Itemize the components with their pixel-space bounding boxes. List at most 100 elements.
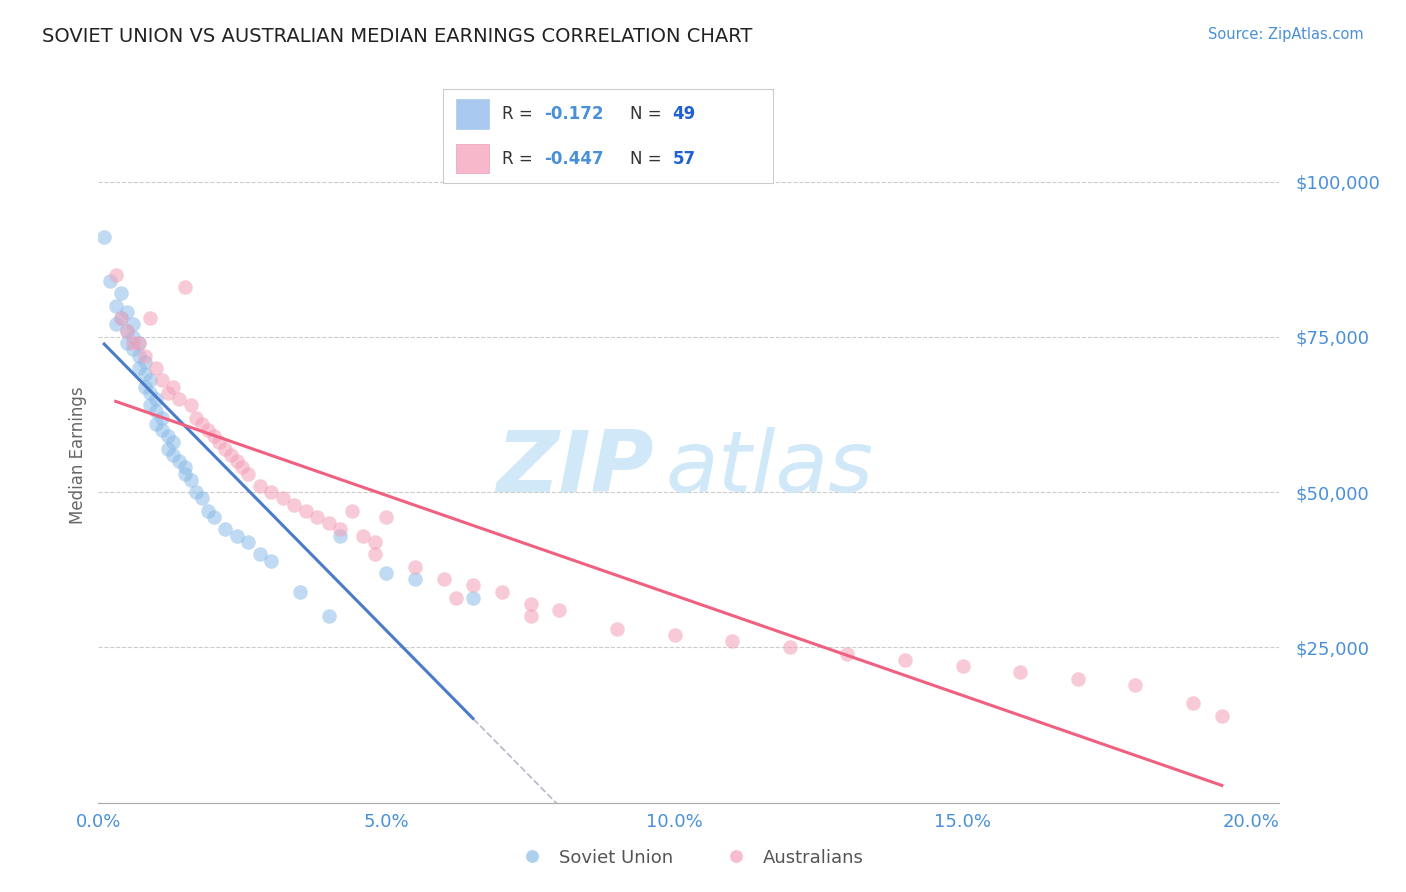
Point <box>191 417 214 431</box>
Point <box>167 392 190 406</box>
Text: SOVIET UNION VS AUSTRALIAN MEDIAN EARNINGS CORRELATION CHART: SOVIET UNION VS AUSTRALIAN MEDIAN EARNIN… <box>42 27 752 45</box>
Point <box>238 534 260 549</box>
Point <box>404 559 426 574</box>
Point <box>260 485 283 500</box>
Point <box>186 485 208 500</box>
Point <box>197 504 219 518</box>
Text: Source: ZipAtlas.com: Source: ZipAtlas.com <box>1208 27 1364 42</box>
Point <box>288 584 311 599</box>
Point <box>150 410 173 425</box>
Point <box>104 318 127 332</box>
Point <box>444 591 467 605</box>
Point <box>837 647 859 661</box>
Point <box>134 355 156 369</box>
Point <box>1182 697 1205 711</box>
Point <box>271 491 294 506</box>
Point <box>1211 708 1233 723</box>
Text: R =: R = <box>502 104 538 122</box>
Point <box>186 410 208 425</box>
Point <box>173 467 195 481</box>
Point <box>145 404 167 418</box>
Point <box>318 609 340 624</box>
Text: -0.172: -0.172 <box>544 104 603 122</box>
Point <box>721 634 744 648</box>
Point <box>375 510 398 524</box>
Point <box>404 572 426 586</box>
Point <box>134 367 156 381</box>
Point <box>249 479 271 493</box>
Point <box>162 435 184 450</box>
Point <box>122 330 145 344</box>
Point <box>139 398 162 412</box>
Point <box>145 360 167 375</box>
Point <box>156 429 179 443</box>
Point <box>128 336 150 351</box>
Point <box>1010 665 1032 680</box>
Point <box>115 324 138 338</box>
Point <box>433 572 456 586</box>
Point <box>180 473 202 487</box>
Bar <box>456 144 489 173</box>
Bar <box>456 98 489 128</box>
Point <box>231 460 253 475</box>
Point <box>375 566 398 580</box>
Point <box>173 460 195 475</box>
Point <box>145 392 167 406</box>
Point <box>491 584 513 599</box>
Point <box>225 529 247 543</box>
Text: -0.447: -0.447 <box>544 150 603 168</box>
Point <box>340 504 363 518</box>
Point <box>519 597 541 611</box>
Point <box>128 349 150 363</box>
Point <box>156 442 179 456</box>
Y-axis label: Median Earnings: Median Earnings <box>69 386 87 524</box>
Point <box>307 510 329 524</box>
Point <box>104 299 127 313</box>
Point <box>145 417 167 431</box>
Point <box>202 510 225 524</box>
Point <box>461 578 484 592</box>
Point <box>225 454 247 468</box>
Point <box>134 349 156 363</box>
Point <box>150 373 173 387</box>
Text: 49: 49 <box>672 104 696 122</box>
Text: N =: N = <box>630 150 666 168</box>
Text: ZIP: ZIP <box>496 427 654 510</box>
Point <box>134 379 156 393</box>
Point <box>180 398 202 412</box>
Text: R =: R = <box>502 150 538 168</box>
Point <box>122 343 145 357</box>
Point <box>150 423 173 437</box>
Point <box>139 385 162 400</box>
Point <box>104 268 127 282</box>
Point <box>364 547 387 561</box>
Point <box>115 324 138 338</box>
Point <box>548 603 571 617</box>
Point <box>779 640 801 655</box>
Text: N =: N = <box>630 104 666 122</box>
Text: 57: 57 <box>672 150 696 168</box>
Point <box>173 280 195 294</box>
Point <box>167 454 190 468</box>
Point <box>238 467 260 481</box>
Point <box>110 286 132 301</box>
Point <box>219 448 242 462</box>
Point <box>260 553 283 567</box>
Point <box>952 659 974 673</box>
Point <box>197 423 219 437</box>
Point <box>156 385 179 400</box>
Point <box>208 435 231 450</box>
Point <box>283 498 305 512</box>
Point <box>214 523 236 537</box>
Point <box>139 373 162 387</box>
Point <box>122 336 145 351</box>
Point <box>364 534 387 549</box>
Text: atlas: atlas <box>665 427 873 510</box>
Point <box>110 311 132 326</box>
Point <box>1067 672 1090 686</box>
Point <box>249 547 271 561</box>
Point <box>519 609 541 624</box>
Point <box>162 448 184 462</box>
Point <box>115 305 138 319</box>
Point <box>1125 678 1147 692</box>
